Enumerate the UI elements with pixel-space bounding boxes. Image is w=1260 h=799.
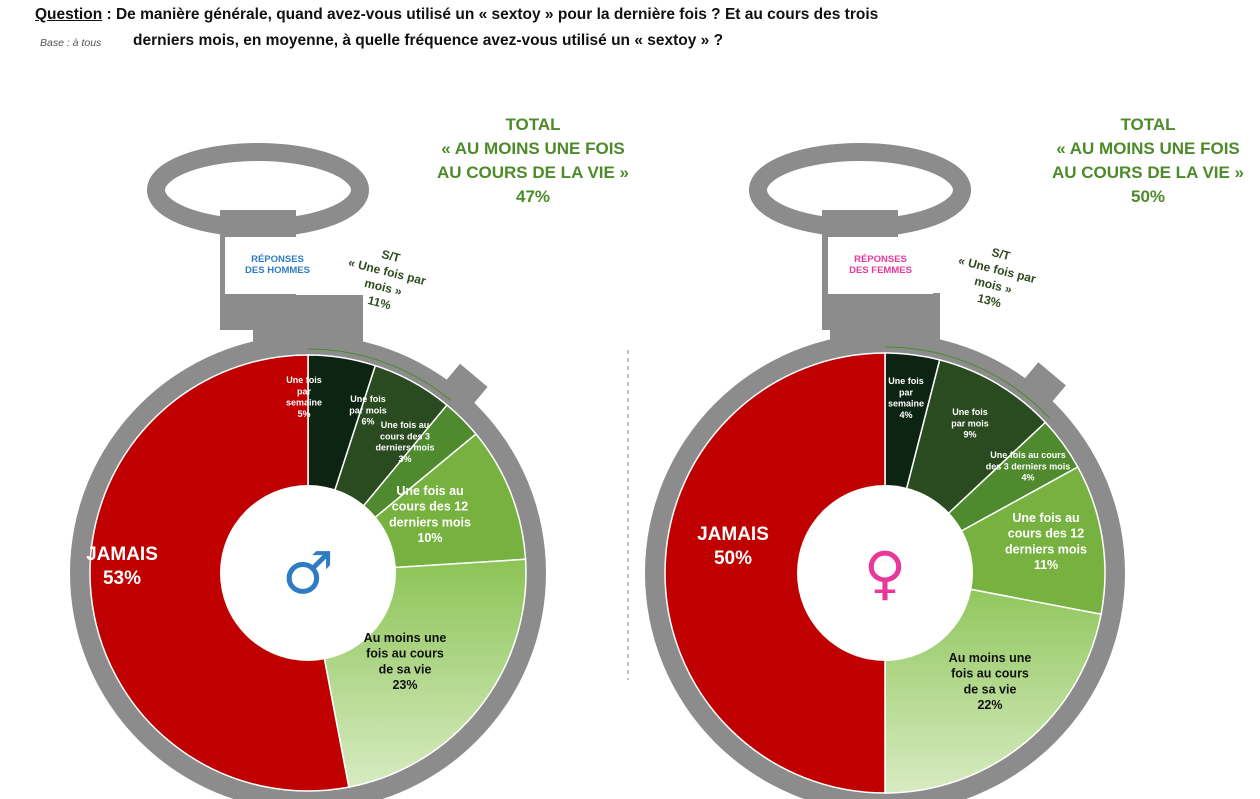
- label-3-mois: Une fois au cours des 3 derniers mois 4%: [986, 450, 1071, 483]
- label-vie: Au moins une fois au cours de sa vie 22%: [949, 651, 1032, 712]
- group-badge-text: RÉPONSES DES HOMMES: [245, 254, 310, 276]
- label-vie-line: de sa vie: [964, 682, 1017, 696]
- label-3-mois-value: 3%: [398, 454, 411, 464]
- female-symbol-icon: ♀: [864, 539, 906, 607]
- label-jamais-line: JAMAIS: [86, 544, 158, 565]
- total-block: TOTAL « AU MOINS UNE FOIS AU COURS DE LA V…: [437, 115, 629, 206]
- label-semaine-value: 5%: [297, 409, 310, 419]
- total-block-line: « AU MOINS UNE FOIS: [1056, 139, 1240, 158]
- center-hole: [220, 485, 396, 661]
- group-badge-text-line: RÉPONSES: [251, 254, 304, 265]
- label-jamais: JAMAIS 50%: [697, 524, 769, 569]
- label-jamais-line: JAMAIS: [697, 524, 769, 545]
- question-label: Question: [35, 6, 103, 23]
- question-separator: :: [102, 6, 116, 23]
- label-vie-line: Au moins une: [364, 631, 447, 645]
- label-3-mois-line: des 3 derniers mois: [986, 461, 1071, 471]
- label-semaine-value: 4%: [899, 410, 912, 420]
- label-semaine-line: semaine: [888, 399, 924, 409]
- total-block-line: AU COURS DE LA VIE »: [1052, 163, 1244, 182]
- total-block-line: AU COURS DE LA VIE »: [437, 163, 629, 182]
- label-vie-line: de sa vie: [379, 662, 432, 676]
- question-text-1: De manière générale, quand avez-vous uti…: [115, 6, 879, 23]
- subtotal-label-line: S/T: [990, 245, 1012, 263]
- label-3-mois-line: derniers mois: [375, 443, 434, 453]
- base-note: Base : à tous: [40, 37, 102, 49]
- group-badge-text-line: DES FEMMES: [849, 265, 912, 276]
- label-semaine-line: semaine: [286, 398, 322, 408]
- center-hole: [797, 485, 973, 661]
- label-12-mois-value: 10%: [417, 531, 442, 545]
- label-12-mois-line: cours des 12: [1008, 527, 1084, 541]
- total-block-line: « AU MOINS UNE FOIS: [441, 139, 625, 158]
- label-vie-value: 23%: [392, 678, 417, 692]
- label-semaine-line: Une fois: [286, 375, 322, 385]
- label-vie-value: 22%: [977, 698, 1002, 712]
- slice-jamais: [664, 352, 886, 794]
- label-mois: Une fois par mois 6%: [349, 394, 387, 427]
- label-12-mois: Une fois au cours des 12 derniers mois 11%: [1005, 511, 1087, 572]
- subtotal-bracket: [307, 348, 452, 401]
- subtotal-label: S/T« Une fois parmois »13%: [949, 238, 1041, 317]
- group-badge-text: RÉPONSES DES FEMMES: [849, 254, 912, 276]
- label-vie: Au moins une fois au cours de sa vie 23%: [364, 631, 447, 692]
- label-semaine-line: Une fois: [888, 376, 924, 386]
- label-12-mois-line: cours des 12: [392, 500, 468, 514]
- male-symbol-icon: ♂: [282, 539, 334, 607]
- group-badge-text-line: RÉPONSES: [854, 254, 907, 265]
- subtotal-bracket: [884, 346, 1051, 419]
- total-block-line: TOTAL: [505, 115, 560, 134]
- label-3-mois-line: Une fois au: [381, 420, 430, 430]
- label-3-mois: Une fois au cours des 3 derniers mois 3%: [375, 420, 434, 464]
- subtotal-label-value: 11%: [366, 293, 392, 312]
- label-12-mois-line: derniers mois: [1005, 542, 1087, 556]
- label-mois-line: Une fois: [952, 407, 988, 417]
- label-3-mois-value: 4%: [1021, 473, 1034, 483]
- label-3-mois-line: Une fois au cours: [990, 450, 1066, 460]
- group-badge: [828, 237, 933, 294]
- total-block-value: 50%: [1131, 187, 1165, 206]
- slice-jamais: [89, 354, 350, 792]
- label-jamais-value: 53%: [103, 568, 141, 589]
- total-block-line: TOTAL: [1120, 115, 1175, 134]
- label-semaine-line: par: [297, 386, 312, 396]
- chart-men: RÉPONSES DES HOMMES♂Une fois par semaine 5%U…: [70, 115, 629, 799]
- label-12-mois-value: 11%: [1034, 558, 1058, 572]
- label-3-mois-line: cours des 3: [380, 431, 430, 441]
- chart-women: RÉPONSES DES FEMMES♀Une fois par semaine 4% U…: [645, 115, 1244, 799]
- label-vie-line: fois au cours: [951, 667, 1029, 681]
- label-mois-line: par mois: [951, 418, 989, 428]
- label-mois-line: Une fois: [350, 394, 386, 404]
- label-semaine-line: par: [899, 387, 914, 397]
- label-mois-value: 6%: [361, 417, 374, 427]
- label-semaine: Une fois par semaine 5%: [286, 375, 322, 419]
- subtotal-label-line: S/T: [380, 247, 402, 265]
- group-badge-text-line: DES HOMMES: [245, 265, 310, 276]
- total-block-value: 47%: [516, 187, 550, 206]
- label-vie-line: fois au cours: [366, 647, 444, 661]
- label-semaine: Une fois par semaine 4%: [888, 376, 924, 420]
- label-12-mois-line: derniers mois: [389, 515, 471, 529]
- subtotal-label-value: 13%: [976, 291, 1003, 310]
- label-vie-line: Au moins une: [949, 651, 1032, 665]
- label-mois-value: 9%: [963, 430, 976, 440]
- total-block: TOTAL « AU MOINS UNE FOIS AU COURS DE LA V…: [1052, 115, 1244, 206]
- group-badge: [225, 237, 330, 294]
- question-line-2: derniers mois, en moyenne, à quelle fréq…: [133, 32, 724, 49]
- label-mois-line: par mois: [349, 405, 387, 415]
- label-jamais: JAMAIS 53%: [86, 544, 158, 589]
- label-12-mois-line: Une fois au: [1012, 511, 1079, 525]
- question-line-1: Question : De manière générale, quand av…: [35, 6, 878, 24]
- label-jamais-value: 50%: [714, 548, 752, 569]
- label-12-mois: Une fois au cours des 12 derniers mois 10%: [389, 484, 471, 545]
- label-mois: Une fois par mois 9%: [951, 407, 989, 440]
- label-12-mois-line: Une fois au: [396, 484, 463, 498]
